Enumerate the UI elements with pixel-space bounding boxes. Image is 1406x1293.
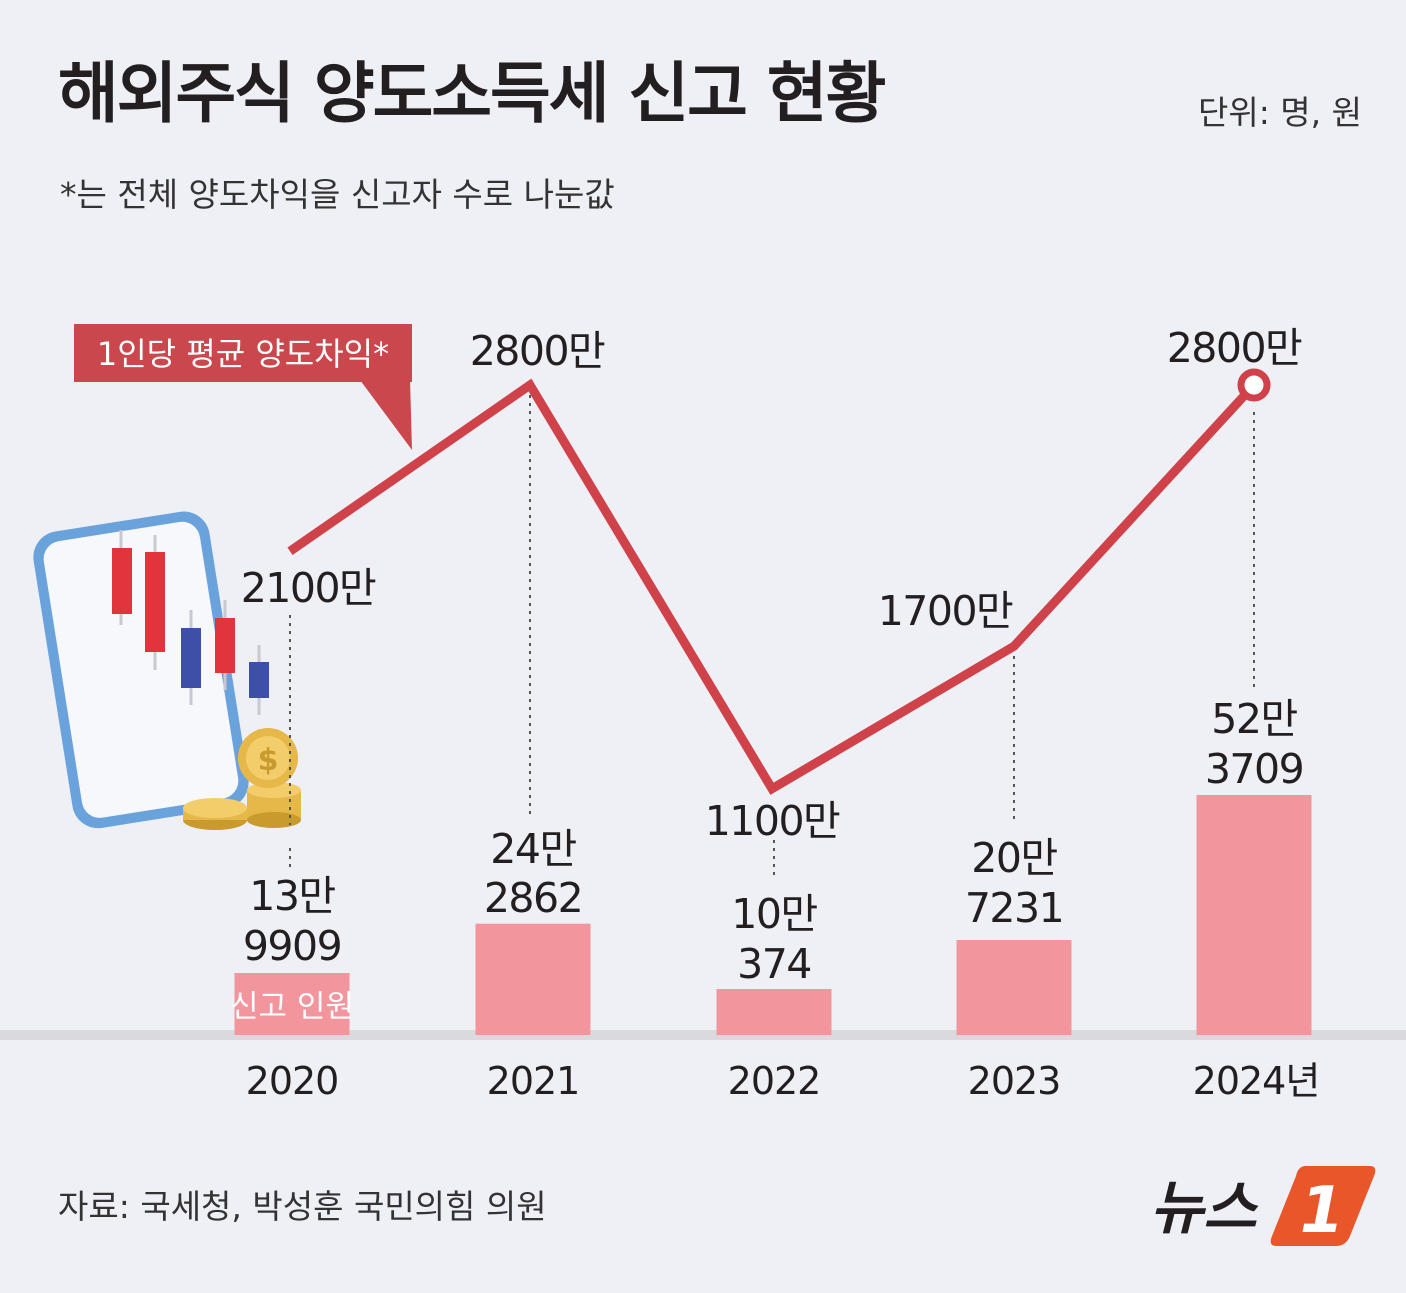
footnote: *는 전체 양도차익을 신고자 수로 나눈값 bbox=[60, 175, 615, 214]
line-value-label: 2100만 bbox=[241, 564, 376, 612]
baseline-band bbox=[0, 1030, 1406, 1040]
line-value-label: 1700만 bbox=[878, 587, 1013, 635]
bar-value-label: 10만 bbox=[731, 890, 817, 938]
bar-value-label: 52만 bbox=[1211, 695, 1297, 743]
x-tick-label: 2022 bbox=[728, 1059, 821, 1103]
source-note: 자료: 국세청, 박성훈 국민의힘 의원 bbox=[58, 1187, 547, 1226]
logo-text: 뉴스 bbox=[1150, 1174, 1259, 1242]
line-value-label: 1100만 bbox=[705, 797, 840, 845]
bar-value-label: 2862 bbox=[484, 874, 582, 922]
bar-value-label: 24만 bbox=[490, 825, 576, 873]
svg-text:$: $ bbox=[258, 743, 279, 778]
line-value-label: 2800만 bbox=[470, 327, 605, 375]
bar-2021 bbox=[475, 923, 591, 1035]
coin-stack-icon: $ bbox=[183, 728, 301, 830]
logo-mark: 1 bbox=[1300, 1174, 1345, 1248]
x-tick-label: 2023 bbox=[968, 1059, 1061, 1103]
bar-value-label: 7231 bbox=[965, 884, 1063, 932]
bar-value-label: 374 bbox=[737, 940, 811, 988]
bar-series-legend: 신고 인원 bbox=[230, 989, 354, 1025]
line-endpoint-marker bbox=[1237, 368, 1271, 402]
line-series-callout: 1인당 평균 양도차익* bbox=[74, 324, 412, 450]
bar-value-label: 20만 bbox=[971, 834, 1057, 882]
bar-2020 bbox=[234, 973, 350, 1035]
chart-title: 해외주식 양도소득세 신고 현황 bbox=[58, 55, 886, 132]
line-value-label: 2800만 bbox=[1167, 324, 1302, 372]
line-series-path bbox=[287, 378, 1258, 795]
bar-value-label: 13만 bbox=[249, 872, 335, 920]
x-tick-label: 2021 bbox=[487, 1059, 580, 1103]
bar-2023 bbox=[956, 940, 1072, 1035]
line-series-legend: 1인당 평균 양도차익* bbox=[97, 335, 389, 373]
smartphone-candlestick-icon bbox=[33, 511, 269, 829]
bar-value-label: 9909 bbox=[243, 922, 341, 970]
x-tick-label: 2020 bbox=[246, 1059, 339, 1103]
bar-2024년 bbox=[1196, 795, 1312, 1035]
x-tick-label: 2024년 bbox=[1193, 1059, 1320, 1103]
news1-logo: 뉴스 1 bbox=[1150, 1166, 1376, 1248]
bar-value-label: 3709 bbox=[1205, 745, 1303, 793]
bar-2022 bbox=[716, 989, 832, 1035]
unit-label: 단위: 명, 원 bbox=[1197, 93, 1362, 132]
